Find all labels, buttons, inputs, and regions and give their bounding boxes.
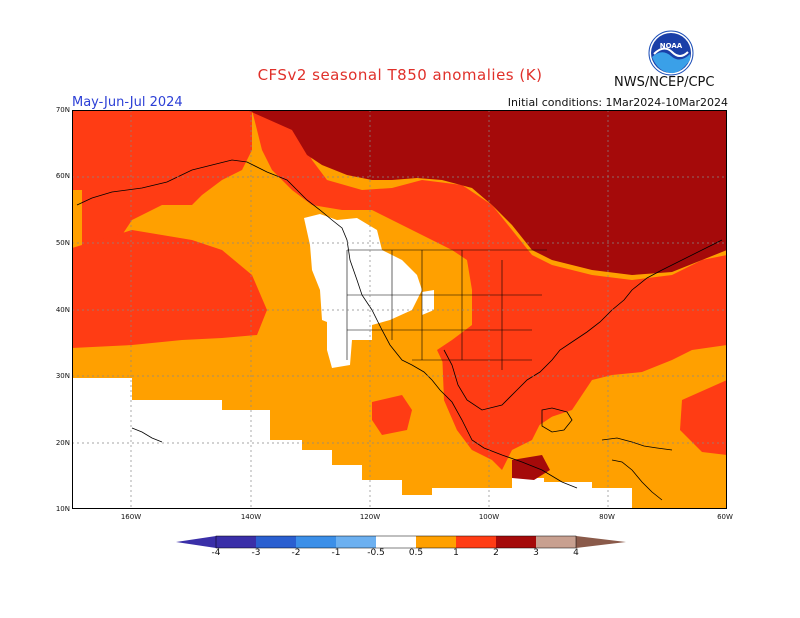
- colorbar-seg-2: [496, 536, 536, 548]
- cb-label-minus1: -1: [321, 548, 351, 558]
- cb-label-2: 2: [481, 548, 511, 558]
- agency-label: NWS/NCEP/CPC: [614, 75, 714, 90]
- lat-label-30n: 30N: [48, 372, 70, 380]
- logo-text: NOAA: [660, 42, 683, 50]
- cb-label-0.5: 0.5: [401, 548, 431, 558]
- colorbar-seg-minus4: [216, 536, 256, 548]
- cb-label-minus3: -3: [241, 548, 271, 558]
- lat-label-50n: 50N: [48, 239, 70, 247]
- lon-label-160w: 160W: [116, 513, 146, 521]
- colorbar-seg-minus1: [336, 536, 376, 548]
- season-label: May-Jun-Jul 2024: [72, 95, 183, 110]
- lat-label-20n: 20N: [48, 439, 70, 447]
- anomaly-map: [72, 110, 727, 509]
- lat-label-60n: 60N: [48, 172, 70, 180]
- colorbar-seg-3: [536, 536, 576, 548]
- colorbar-seg-minus2: [296, 536, 336, 548]
- colorbar-seg-0.5: [416, 536, 456, 548]
- colorbar-arrow-right: [576, 536, 626, 548]
- colorbar-seg-minus3: [256, 536, 296, 548]
- colorbar-seg-white: [376, 536, 416, 548]
- colorbar: [176, 535, 626, 549]
- colorbar-seg-1: [456, 536, 496, 548]
- lon-label-120w: 120W: [355, 513, 385, 521]
- initial-conditions-label: Initial conditions: 1Mar2024-10Mar2024: [508, 96, 728, 109]
- cb-label-4: 4: [561, 548, 591, 558]
- lat-label-70n: 70N: [48, 106, 70, 114]
- cb-label-minus0.5: -0.5: [361, 548, 391, 558]
- cb-label-3: 3: [521, 548, 551, 558]
- noaa-logo: NOAA: [648, 30, 694, 76]
- lat-label-40n: 40N: [48, 306, 70, 314]
- chart-title: CFSv2 seasonal T850 anomalies (K): [200, 66, 600, 84]
- lat-label-10n: 10N: [48, 505, 70, 513]
- anomaly-region-1-2-gulf: [372, 395, 412, 435]
- cb-label-minus4: -4: [201, 548, 231, 558]
- colorbar-arrow-left: [176, 536, 216, 548]
- lon-label-140w: 140W: [236, 513, 266, 521]
- cb-label-1: 1: [441, 548, 471, 558]
- lon-label-60w: 60W: [710, 513, 740, 521]
- lon-label-100w: 100W: [474, 513, 504, 521]
- lon-label-80w: 80W: [592, 513, 622, 521]
- cb-label-minus2: -2: [281, 548, 311, 558]
